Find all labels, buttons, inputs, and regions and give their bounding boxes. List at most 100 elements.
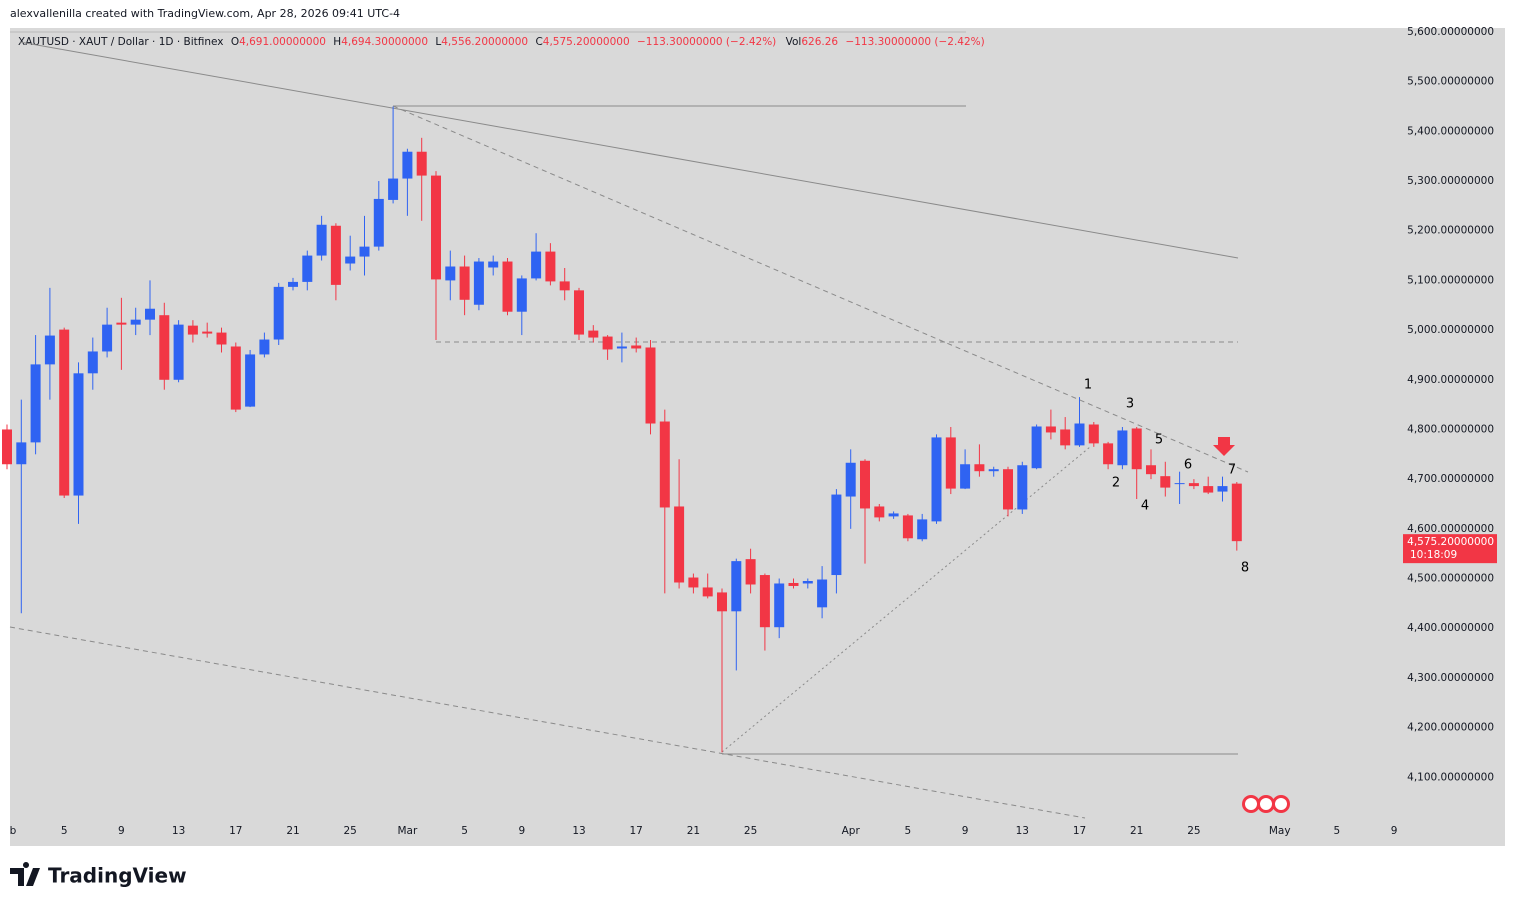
candle-body xyxy=(917,519,928,540)
y-tick-label: 4,400.00000000 xyxy=(1407,622,1494,634)
candle-body xyxy=(359,246,370,257)
candle-body xyxy=(731,561,742,612)
candle-body xyxy=(1160,476,1171,488)
x-tick-label: 5 xyxy=(905,825,912,837)
candle-body xyxy=(288,281,298,287)
candle-body xyxy=(1088,424,1099,444)
candle-body xyxy=(931,437,942,522)
candle-body xyxy=(130,319,141,325)
annotation: 5 xyxy=(1155,433,1163,448)
candle-body xyxy=(960,464,971,489)
candle-body xyxy=(173,324,184,380)
legend: XAUTUSD · XAUT / Dollar · 1D · Bitfinex … xyxy=(18,36,985,48)
candle-body xyxy=(488,261,499,268)
high-value: 4,694.30000000 xyxy=(341,36,428,48)
y-tick-label: 5,300.00000000 xyxy=(1407,175,1494,187)
candle-body xyxy=(59,329,70,496)
vol-change: −113.30000000 (−2.42%) xyxy=(845,36,984,48)
candle-body xyxy=(674,506,685,583)
annotation: 7 xyxy=(1228,463,1236,478)
x-tick-label: 21 xyxy=(1130,825,1143,837)
change-value: −113.30000000 (−2.42%) xyxy=(637,36,776,48)
candle-body xyxy=(145,308,155,320)
candle-body xyxy=(774,583,785,628)
plot xyxy=(2,106,1242,753)
y-tick-label: 4,900.00000000 xyxy=(1407,374,1494,386)
y-tick-label: 4,300.00000000 xyxy=(1407,672,1494,684)
candle-body xyxy=(574,290,584,335)
candle-body xyxy=(330,225,341,285)
candle-body xyxy=(73,373,84,496)
candle-body xyxy=(831,494,842,576)
candle-body xyxy=(402,151,413,179)
candle-body xyxy=(373,198,384,247)
y-tick-label: 5,000.00000000 xyxy=(1407,324,1494,336)
annotation: 4 xyxy=(1141,499,1149,514)
candle-body xyxy=(230,346,241,410)
x-tick-label: 25 xyxy=(344,825,357,837)
candle-body xyxy=(1231,483,1242,542)
candle-body xyxy=(874,506,885,518)
candle-body xyxy=(1103,443,1114,465)
candle-body xyxy=(745,559,756,585)
y-tick-label: 5,200.00000000 xyxy=(1407,225,1494,237)
candle-body xyxy=(1203,486,1214,493)
annotation: 3 xyxy=(1126,397,1134,412)
candle-body xyxy=(116,322,127,325)
open-value: 4,691.00000000 xyxy=(239,36,326,48)
candle-body xyxy=(345,256,356,264)
low-value: 4,556.20000000 xyxy=(441,36,528,48)
candle-body xyxy=(216,332,227,345)
annotation: 1 xyxy=(1084,378,1092,393)
x-tick-label: 9 xyxy=(118,825,125,837)
candle-body xyxy=(273,286,284,340)
candle-body xyxy=(788,582,799,586)
chart-background xyxy=(10,28,1505,846)
candle-body xyxy=(473,261,484,305)
logo: TradingView xyxy=(10,861,187,888)
logo-text: TradingView xyxy=(48,864,187,888)
y-tick-label: 5,400.00000000 xyxy=(1407,125,1494,137)
candle-body xyxy=(1217,486,1228,492)
y-tick-label: 5,500.00000000 xyxy=(1407,76,1494,88)
drawings xyxy=(9,41,1249,819)
trendline xyxy=(19,41,1239,259)
candle-body xyxy=(459,266,470,300)
x-tick-label: b xyxy=(10,825,17,837)
candle-body xyxy=(988,469,999,472)
candle-body xyxy=(1174,483,1185,485)
y-tick-label: 4,600.00000000 xyxy=(1407,523,1494,535)
candle-body xyxy=(1060,429,1071,446)
candle-body xyxy=(245,354,256,407)
y-tick-label: 5,600.00000000 xyxy=(1407,26,1494,38)
candle-body xyxy=(316,224,327,256)
symbol: XAUTUSD · XAUT / Dollar · 1D · Bitfinex xyxy=(18,36,224,48)
candle-body xyxy=(102,324,113,352)
candle-body xyxy=(445,266,456,281)
trendline xyxy=(9,626,1086,819)
candle-body xyxy=(659,421,670,508)
x-tick-label: 5 xyxy=(61,825,68,837)
candle-body xyxy=(1131,428,1142,470)
candle-body xyxy=(545,251,556,282)
candle-body xyxy=(30,364,41,443)
x-tick-label: May xyxy=(1269,825,1291,837)
candle-body xyxy=(531,251,542,279)
candle-body xyxy=(1188,483,1199,487)
low-label: L xyxy=(435,36,441,48)
candle-body xyxy=(1031,426,1042,469)
x-tick-label: 17 xyxy=(229,825,242,837)
candle-body xyxy=(187,325,198,335)
y-tick-label: 4,100.00000000 xyxy=(1407,771,1494,783)
candle-body xyxy=(502,261,513,312)
candle-body xyxy=(559,281,570,291)
candle-body xyxy=(817,579,828,608)
candle-body xyxy=(602,336,613,350)
candle-body xyxy=(1117,430,1128,466)
candle-body xyxy=(202,331,213,334)
candle-body xyxy=(802,581,813,584)
annotation: 8 xyxy=(1241,561,1249,576)
candle-body xyxy=(516,278,527,312)
candle-body xyxy=(431,175,441,280)
